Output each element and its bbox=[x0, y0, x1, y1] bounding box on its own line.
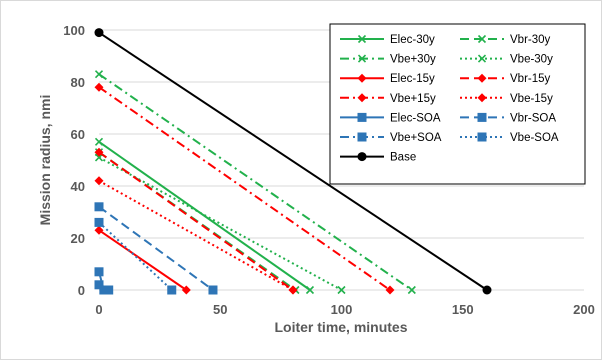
y-axis-title: Mission radius, nmi bbox=[37, 95, 53, 226]
legend-label: Base bbox=[390, 152, 416, 164]
legend-label: Vbr-15y bbox=[510, 73, 551, 85]
legend-marker bbox=[477, 132, 487, 142]
x-axis-title: Loiter time, minutes bbox=[274, 319, 407, 335]
series-line-vbr-15y bbox=[98, 151, 294, 291]
y-tick-label: 100 bbox=[63, 23, 85, 38]
x-tick-labels: 0 50 100 150 200 bbox=[95, 302, 594, 317]
legend-marker bbox=[357, 132, 367, 142]
series-vbeplus30y bbox=[94, 70, 416, 295]
legend-entry-vbr-30y: Vbr-30y bbox=[460, 34, 551, 46]
series-base bbox=[94, 28, 492, 295]
data-point bbox=[94, 202, 104, 212]
data-point bbox=[407, 285, 416, 295]
y-tick-label: 20 bbox=[71, 231, 85, 246]
legend-label: Vbe+SOA bbox=[390, 132, 442, 144]
data-point bbox=[288, 285, 298, 295]
data-point bbox=[94, 28, 104, 38]
series-line-base bbox=[98, 31, 488, 291]
x-tick-label: 50 bbox=[213, 302, 227, 317]
legend-marker bbox=[357, 34, 367, 44]
data-point bbox=[104, 285, 114, 295]
legend-label: Elec-SOA bbox=[390, 112, 441, 124]
legend-label: Vbe-30y bbox=[510, 54, 553, 66]
data-point bbox=[94, 176, 104, 186]
series-vbe-15y bbox=[94, 176, 298, 295]
legend-marker bbox=[477, 73, 487, 83]
series-vbr-soa bbox=[94, 202, 218, 295]
series-line-vbeplus30y bbox=[98, 73, 413, 291]
x-tick-label: 200 bbox=[573, 302, 595, 317]
series-line-elec-15y bbox=[98, 229, 187, 291]
data-point bbox=[94, 147, 104, 157]
legend-label: Elec-30y bbox=[390, 34, 435, 46]
y-tick-label: 0 bbox=[78, 283, 85, 298]
legend-label: Vbr-30y bbox=[510, 34, 551, 46]
legend-entry-elec-15y: Elec-15y bbox=[340, 73, 435, 85]
series-vbe-soa bbox=[94, 217, 177, 295]
legend-marker bbox=[357, 93, 367, 103]
legend-label: Vbe-15y bbox=[510, 93, 553, 105]
legend-marker bbox=[357, 152, 367, 162]
series-line-vbe-30y bbox=[98, 156, 342, 291]
data-point bbox=[385, 285, 395, 295]
legend-entry-vbe-30y: Vbe-30y bbox=[460, 54, 553, 66]
series-layer bbox=[94, 28, 492, 295]
data-point bbox=[181, 285, 191, 295]
data-point bbox=[94, 70, 104, 79]
legend-marker bbox=[477, 34, 487, 44]
series-vbeplussoa bbox=[94, 267, 109, 295]
x-tick-label: 0 bbox=[95, 302, 102, 317]
data-point bbox=[482, 285, 492, 295]
legend-entry-vbeplus15y: Vbe+15y bbox=[340, 93, 436, 105]
y-tick-label: 80 bbox=[71, 75, 85, 90]
legend-entry-base: Base bbox=[340, 152, 416, 164]
series-line-vbr-soa bbox=[98, 205, 214, 291]
legend-marker bbox=[357, 73, 367, 83]
legend-marker bbox=[357, 112, 367, 122]
data-point bbox=[167, 285, 177, 295]
legend-entry-elec-30y: Elec-30y bbox=[340, 34, 435, 46]
data-point bbox=[99, 285, 109, 295]
x-tick-label: 100 bbox=[331, 302, 353, 317]
legend-marker bbox=[477, 93, 487, 103]
legend-marker bbox=[357, 54, 367, 63]
series-line-vbe-soa bbox=[98, 221, 173, 291]
y-tick-label: 60 bbox=[71, 127, 85, 142]
y-tick-label: 40 bbox=[71, 179, 85, 194]
legend-entry-vbeplus30y: Vbe+30y bbox=[340, 54, 436, 66]
data-point bbox=[94, 137, 104, 146]
data-point bbox=[94, 225, 104, 235]
legend-entry-vbeplussoa: Vbe+SOA bbox=[340, 132, 442, 144]
legend-entry-elec-soa: Elec-SOA bbox=[340, 112, 441, 124]
legend-entry-vbr-15y: Vbr-15y bbox=[460, 73, 551, 85]
data-point bbox=[94, 280, 104, 290]
legend-entry-vbe-15y: Vbe-15y bbox=[460, 93, 553, 105]
x-tick-label: 150 bbox=[452, 302, 474, 317]
data-point bbox=[208, 285, 218, 295]
data-point bbox=[305, 285, 315, 295]
legend-entry-vbe-soa: Vbe-SOA bbox=[460, 132, 559, 144]
data-point bbox=[337, 285, 346, 295]
legend-label: Vbe+15y bbox=[390, 93, 436, 105]
legend-marker bbox=[477, 54, 487, 63]
y-tick-labels: 0 20 40 60 80 100 bbox=[63, 23, 85, 298]
data-point bbox=[94, 267, 104, 277]
legend-entry-vbr-soa: Vbr-SOA bbox=[460, 112, 556, 124]
data-point bbox=[94, 217, 104, 227]
legend-label: Vbe-SOA bbox=[510, 132, 559, 144]
series-vbeplus15y bbox=[94, 82, 395, 295]
data-point bbox=[94, 82, 104, 92]
series-line-vbeplus15y bbox=[98, 86, 391, 291]
legend-label: Elec-15y bbox=[390, 73, 435, 85]
series-line-vbe-15y bbox=[98, 179, 294, 291]
legend: Elec-30y Vbr-30y Vbe+30y Vbe-30y Elec-15y Vbr… bbox=[329, 23, 586, 185]
series-elec-15y bbox=[94, 225, 191, 295]
legend-marker bbox=[477, 112, 487, 122]
legend-label: Vbr-SOA bbox=[510, 112, 556, 124]
legend-label: Vbe+30y bbox=[390, 54, 436, 66]
